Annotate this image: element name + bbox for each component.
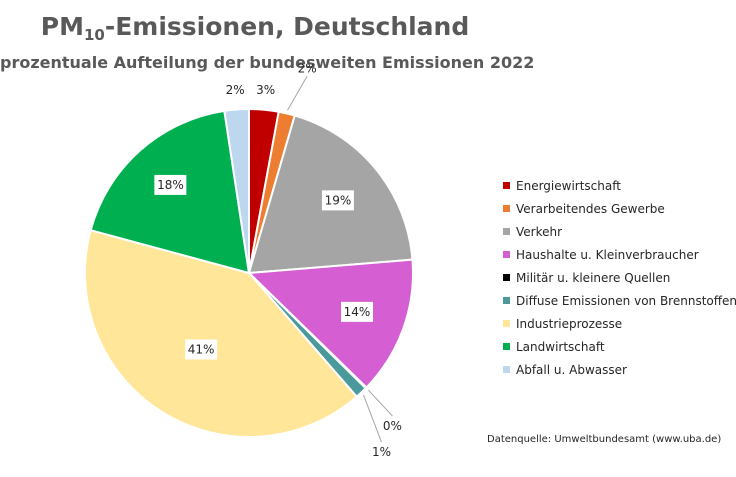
legend-swatch xyxy=(503,251,510,258)
data-label-haushalte-u-kleinverbraucher: 14% xyxy=(344,305,371,319)
data-label-abfall-u-abwasser: 2% xyxy=(226,83,245,97)
legend-item-verkehr: Verkehr xyxy=(503,220,736,243)
legend-label: Diffuse Emissionen von Brennstoffen xyxy=(516,293,736,308)
label-box-haushalte-u-kleinverbraucher xyxy=(341,301,374,322)
data-label-industrieprozesse: 41% xyxy=(188,343,215,357)
legend-swatch xyxy=(503,274,510,281)
legend-item-industrieprozesse: Industrieprozesse xyxy=(503,312,736,335)
data-label-verkehr: 19% xyxy=(325,193,352,207)
legend-item-landwirtschaft: Landwirtschaft xyxy=(503,335,736,358)
slice-haushalte-u-kleinverbraucher xyxy=(246,258,414,389)
leader-diffuse-emissionen-von-brennstoffen xyxy=(363,394,382,443)
leader-lines xyxy=(287,76,393,443)
title-subscript: 10 xyxy=(83,26,105,44)
legend-swatch xyxy=(503,182,510,189)
legend-swatch xyxy=(503,228,510,235)
leader-militaer-u-kleinere-quellen xyxy=(368,389,393,417)
data-label-militaer-u-kleinere-quellen: 0% xyxy=(383,419,402,433)
label-box-landwirtschaft xyxy=(154,174,187,195)
legend-item-diffuse-emissionen-von-brennstoffen: Diffuse Emissionen von Brennstoffen xyxy=(503,289,736,312)
legend-swatch xyxy=(503,205,510,212)
chart-subtitle: prozentuale Aufteilung der bundesweiten … xyxy=(0,53,535,72)
legend-swatch xyxy=(503,366,510,373)
slice-industrieprozesse xyxy=(84,228,359,438)
pie-slices xyxy=(84,107,414,438)
title-rest: -Emissionen, Deutschland xyxy=(104,12,470,41)
legend-label: Verarbeitendes Gewerbe xyxy=(516,201,665,216)
data-labels: 3% 2% 19% 14% 0% 1% 41% 18% 2% xyxy=(154,61,402,459)
data-label-verarbeitendes-gewerbe: 2% xyxy=(298,61,317,75)
label-box-verkehr xyxy=(321,190,354,211)
title-main: PM xyxy=(40,12,84,41)
legend-label: Abfall u. Abwasser xyxy=(516,362,627,377)
data-source-note: Datenquelle: Umweltbundesamt (www.uba.de… xyxy=(487,434,722,445)
legend-swatch xyxy=(503,320,510,327)
legend-label: Landwirtschaft xyxy=(516,339,605,354)
legend-swatch xyxy=(503,343,510,350)
chart-title: PM10-Emissionen, Deutschland xyxy=(0,12,510,44)
legend-item-haushalte-u-kleinverbraucher: Haushalte u. Kleinverbraucher xyxy=(503,243,736,266)
data-label-diffuse-emissionen-von-brennstoffen: 1% xyxy=(372,445,391,459)
legend-label: Industrieprozesse xyxy=(516,316,623,331)
data-label-energiewirtschaft: 3% xyxy=(256,83,275,97)
legend-item-abfall-u-abwasser: Abfall u. Abwasser xyxy=(503,358,736,381)
label-box-industrieprozesse xyxy=(185,339,218,360)
legend-label: Haushalte u. Kleinverbraucher xyxy=(516,247,699,262)
legend-label: Verkehr xyxy=(516,224,563,239)
legend-item-verarbeitendes-gewerbe: Verarbeitendes Gewerbe xyxy=(503,197,736,220)
data-label-landwirtschaft: 18% xyxy=(157,178,184,192)
leader-verarbeitendes-gewerbe xyxy=(287,76,308,111)
legend-item-militaer-u-kleinere-quellen: Militär u. kleinere Quellen xyxy=(503,266,736,289)
legend-item-energiewirtschaft: Energiewirtschaft xyxy=(503,174,736,197)
legend: Energiewirtschaft Verarbeitendes Gewerbe V… xyxy=(503,174,736,381)
legend-label: Militär u. kleinere Quellen xyxy=(516,270,671,285)
legend-swatch xyxy=(503,297,510,304)
slice-abfall-u-abwasser xyxy=(223,107,250,274)
legend-label: Energiewirtschaft xyxy=(516,178,621,193)
